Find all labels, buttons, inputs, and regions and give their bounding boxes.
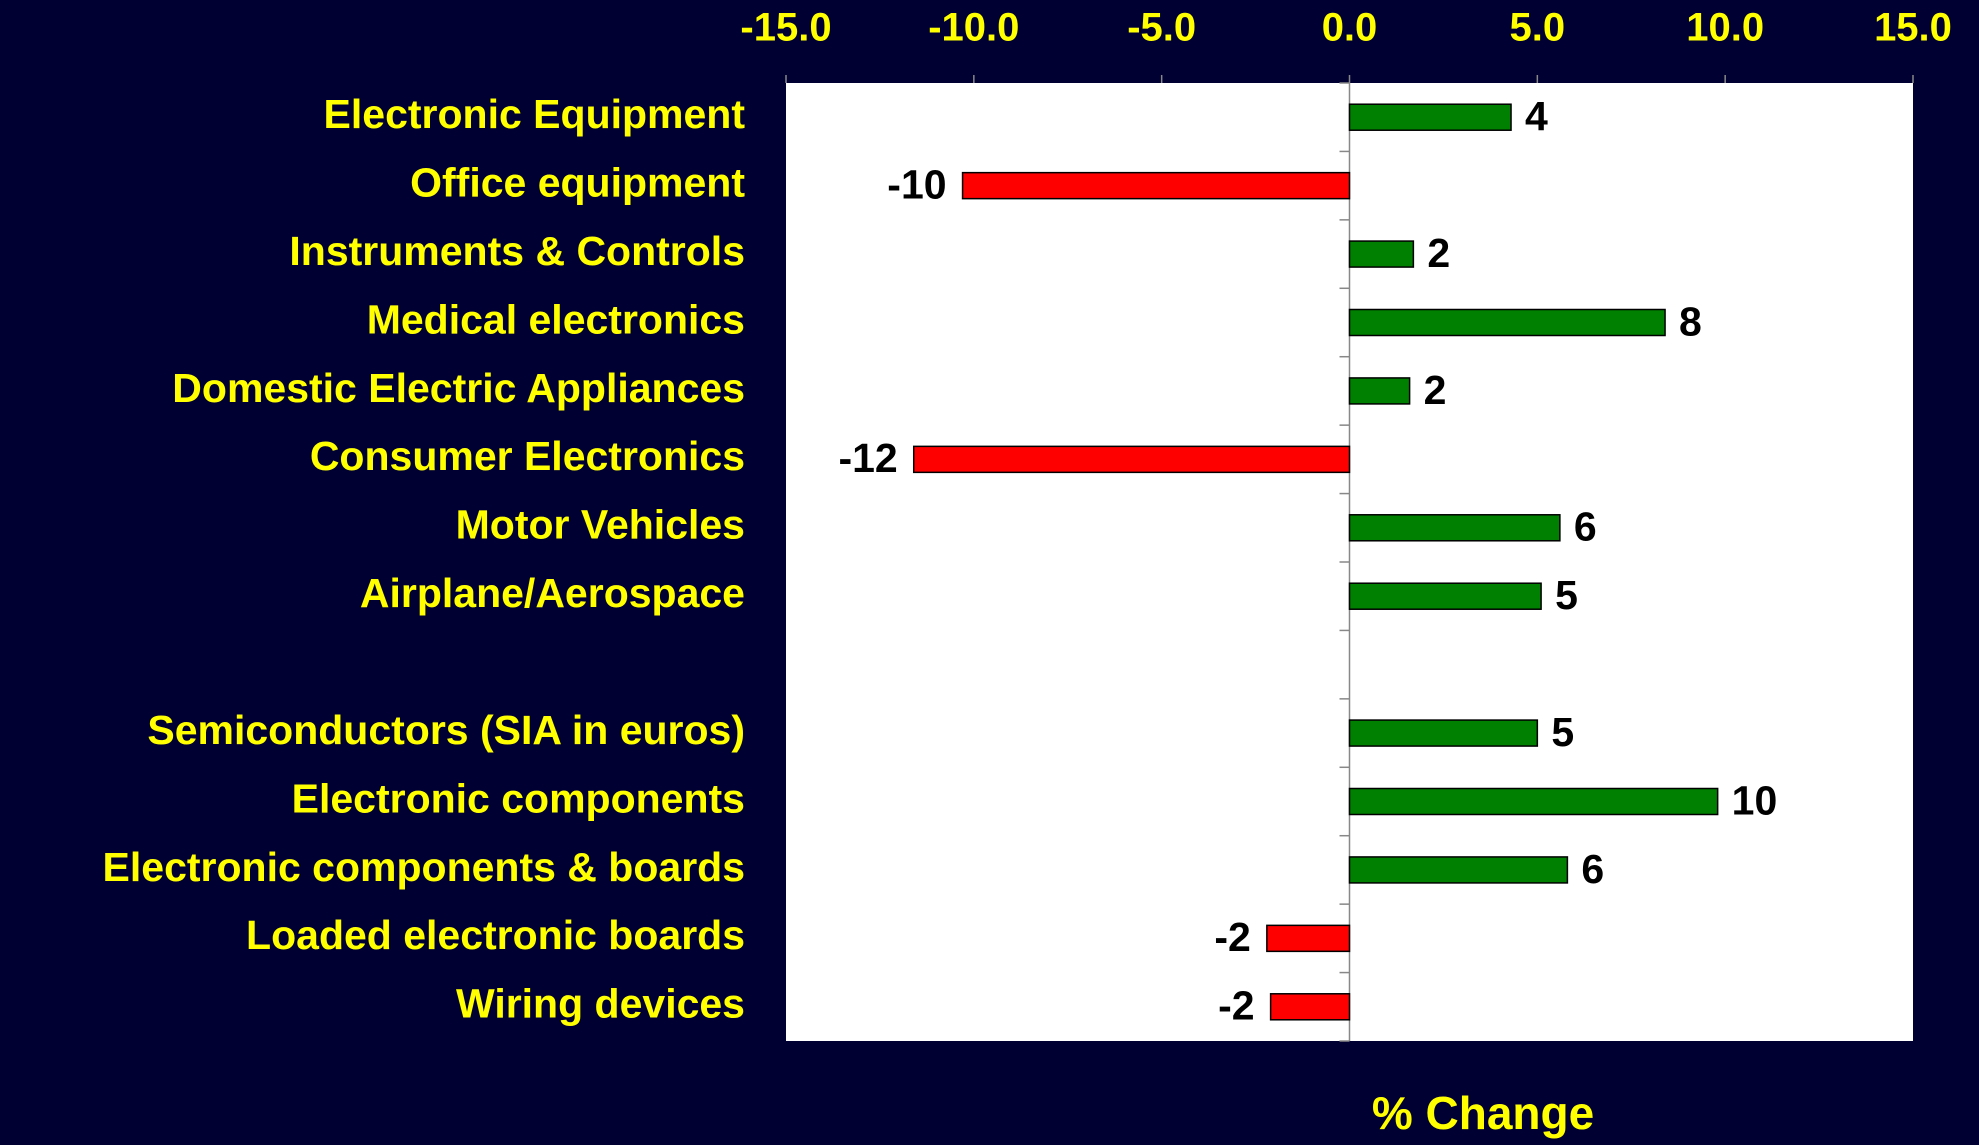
bar [1348,856,1569,884]
bar [1348,308,1666,337]
bar [1348,377,1411,405]
category-label: Wiring devices [456,981,745,1027]
x-tick-label: -5.0 [1127,6,1196,50]
bar [1348,514,1561,542]
x-tick-label: 15.0 [1874,6,1952,50]
bar [1348,103,1512,131]
bar [1348,582,1542,610]
bar [961,171,1351,200]
category-label: Airplane/Aerospace [360,570,745,616]
data-label: 6 [1581,846,1604,892]
category-label: Consumer Electronics [310,433,745,479]
category-label: Domestic Electric Appliances [172,365,745,411]
category-label: Semiconductors (SIA in euros) [147,707,745,753]
x-tick-label: 10.0 [1686,6,1764,50]
bar [1348,240,1415,268]
bar [1269,993,1351,1021]
x-tick-label: 5.0 [1510,6,1566,50]
x-axis-label: % Change [1372,1087,1594,1139]
bar [1348,719,1539,747]
data-label: 5 [1551,709,1574,755]
category-label: Loaded electronic boards [246,912,745,958]
category-label: Electronic components & boards [103,844,745,890]
data-label: 4 [1525,93,1548,139]
category-label: Motor Vehicles [456,502,745,548]
data-label: 2 [1427,230,1450,276]
category-label: Office equipment [410,159,745,205]
category-label: Electronic Equipment [324,91,746,137]
x-tick-label: -10.0 [928,6,1019,50]
data-label: 2 [1424,367,1447,413]
bar [1348,787,1719,816]
data-label: 5 [1555,572,1578,618]
bar [912,445,1351,474]
category-label: Medical electronics [367,296,745,342]
x-tick-label: -15.0 [740,6,831,50]
data-label: -2 [1214,914,1250,960]
category-label: Instruments & Controls [289,228,745,274]
data-label: -2 [1218,983,1254,1029]
bar [1266,924,1351,953]
x-tick-label: 0.0 [1322,6,1378,50]
category-label: Electronic components [292,775,745,821]
data-label: -10 [887,161,946,207]
data-label: -12 [838,435,897,481]
data-label: 10 [1732,777,1778,823]
data-label: 6 [1574,504,1597,550]
data-label: 8 [1679,298,1702,344]
